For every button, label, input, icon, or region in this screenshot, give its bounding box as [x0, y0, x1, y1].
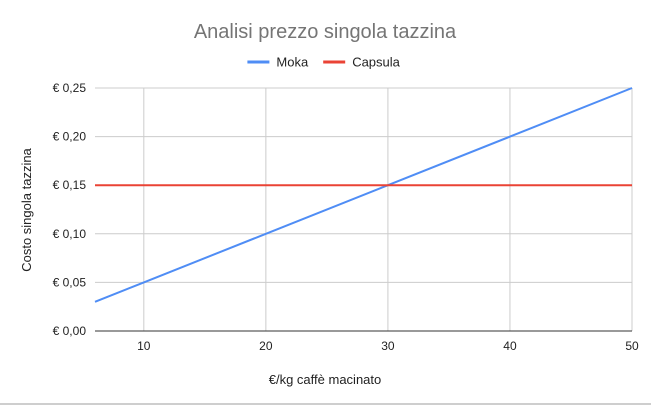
y-axis-ticks: € 0,00 € 0,05 € 0,10 € 0,15 € 0,20 € 0,25 [53, 81, 87, 338]
x-tick-label: 10 [137, 339, 151, 353]
series-line-moka [94, 87, 633, 303]
chart-title: Analisi prezzo singola tazzina [194, 21, 457, 43]
legend-item-capsula: Capsula [323, 55, 401, 70]
x-axis-ticks: 10 20 30 40 50 [137, 339, 639, 353]
y-tick-label: € 0,25 [53, 81, 87, 95]
x-tick-label: 50 [625, 339, 639, 353]
x-tick-label: 40 [503, 339, 517, 353]
y-tick-label: € 0,20 [53, 130, 87, 144]
legend: Moka Capsula [247, 55, 401, 70]
y-tick-label: € 0,00 [53, 324, 87, 338]
y-tick-label: € 0,05 [53, 275, 87, 289]
grid [95, 87, 633, 332]
legend-item-moka: Moka [247, 55, 309, 70]
x-axis-title: €/kg caffè macinato [269, 372, 382, 387]
x-tick-label: 30 [381, 339, 395, 353]
y-tick-label: € 0,15 [53, 178, 87, 192]
legend-label: Capsula [352, 55, 400, 70]
y-axis-title: Costo singola tazzina [19, 147, 34, 271]
series-lines [94, 87, 633, 303]
y-tick-label: € 0,10 [53, 227, 87, 241]
x-tick-label: 20 [259, 339, 273, 353]
legend-label: Moka [276, 55, 309, 70]
